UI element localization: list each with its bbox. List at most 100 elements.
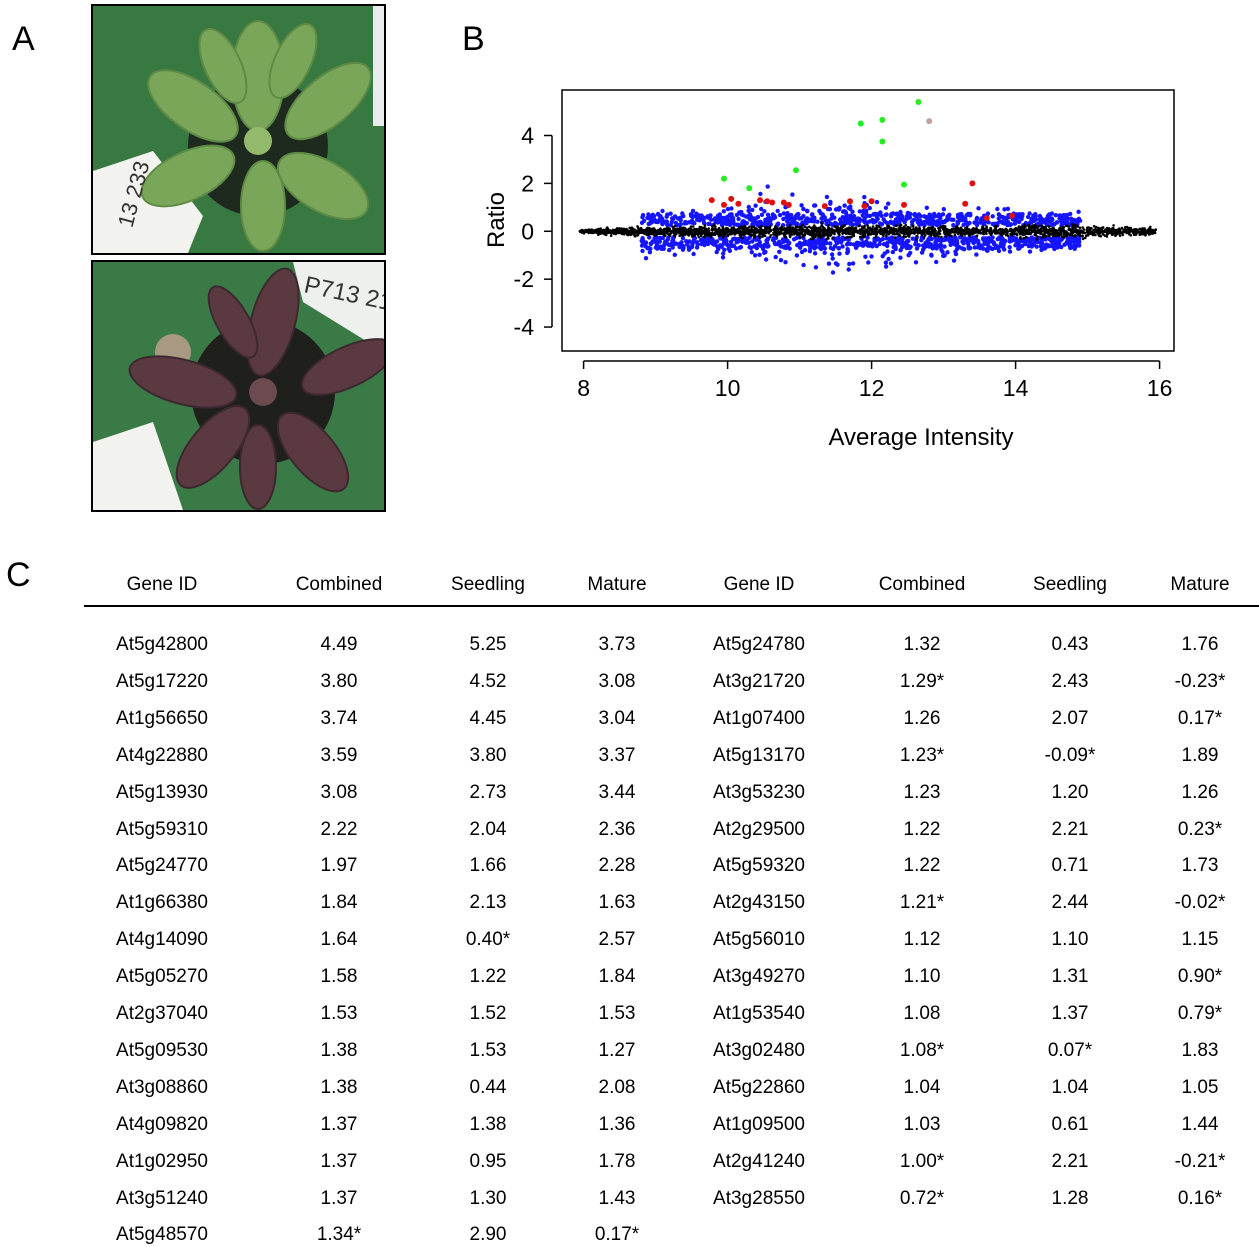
blue-point [1068, 239, 1073, 245]
table-cell: -0.02* [1174, 892, 1226, 914]
black-point [1149, 225, 1152, 229]
blue-point [895, 212, 901, 217]
blue-point [976, 206, 981, 211]
black-point [753, 229, 756, 233]
black-point [1021, 233, 1025, 237]
table-cell: 1.53 [598, 1003, 636, 1024]
blue-point [929, 253, 934, 258]
black-point [1127, 230, 1130, 233]
table-cell: 2.57 [598, 929, 636, 951]
black-point [1075, 224, 1078, 228]
gene-table: Gene ID Combined Seedling Mature Gene ID Comb… [0, 570, 1259, 1247]
blue-point [643, 256, 649, 261]
blue-point [827, 241, 833, 246]
blue-point [933, 245, 938, 250]
black-point [850, 236, 853, 239]
blue-point [727, 248, 733, 253]
black-point [1121, 233, 1125, 237]
black-point [852, 227, 855, 231]
black-point [889, 228, 893, 231]
blue-point [781, 211, 787, 216]
blue-point [986, 220, 991, 225]
blue-point [649, 216, 654, 221]
blue-point [1002, 207, 1007, 212]
red-point [821, 203, 828, 210]
black-point [1022, 227, 1025, 230]
table-cell: 0.72* [899, 1187, 945, 1209]
black-point [866, 224, 869, 227]
table-cell: 2.44 [1051, 892, 1089, 914]
black-point [642, 229, 645, 232]
black-point [862, 232, 865, 236]
black-point [906, 234, 910, 237]
black-point [803, 225, 807, 229]
black-point [992, 230, 996, 233]
black-point [846, 229, 850, 233]
blue-point [883, 264, 889, 269]
black-point [1144, 234, 1147, 237]
blue-point [1016, 246, 1021, 251]
photo-purple-rosette: P713 213 21 [91, 260, 386, 512]
black-point [801, 223, 804, 227]
black-point [926, 232, 929, 235]
black-point [600, 230, 603, 233]
black-point [659, 231, 662, 235]
blue-point [830, 270, 836, 275]
blue-point [915, 217, 921, 223]
black-point [737, 229, 741, 233]
black-point [1094, 225, 1098, 229]
blue-point [657, 239, 662, 244]
blue-point [864, 213, 870, 219]
blue-point [1000, 220, 1005, 225]
black-point [750, 225, 754, 229]
blue-point [934, 239, 939, 244]
blue-point [785, 243, 790, 248]
green-point [857, 120, 864, 127]
black-point [703, 227, 707, 230]
table-cell: 1.04 [1051, 1076, 1089, 1098]
x-axis: 8 10 12 14 16 [577, 360, 1173, 401]
table-cell: 1.26 [1181, 781, 1219, 803]
black-point [1017, 230, 1021, 234]
black-point [875, 224, 878, 227]
black-point [749, 229, 752, 233]
blue-point [820, 212, 825, 217]
black-point [1010, 233, 1013, 237]
x-axis-label: Average Intensity [828, 424, 1013, 451]
black-point [1097, 228, 1100, 232]
black-point [630, 230, 633, 234]
green-point [721, 175, 727, 182]
black-point [793, 229, 797, 232]
blue-point [731, 243, 736, 248]
table-cell: 1.43 [598, 1187, 636, 1209]
blue-point [892, 239, 897, 244]
table-cell: 1.37 [320, 1150, 358, 1172]
blue-point [964, 212, 969, 218]
blue-point [822, 250, 827, 255]
blue-point [763, 249, 768, 255]
black-point [1073, 229, 1077, 233]
black-point [1004, 229, 1007, 232]
x-tick-label: 16 [1147, 375, 1173, 401]
blue-point [777, 239, 782, 244]
black-point [784, 235, 788, 239]
black-point [953, 229, 957, 233]
table-cell: 1.28 [1051, 1187, 1089, 1209]
black-point [1043, 228, 1046, 231]
x-tick-label: 12 [859, 375, 885, 401]
black-point [737, 226, 741, 229]
table-cell: 3.80 [469, 744, 507, 766]
blue-point [695, 216, 700, 222]
blue-point [793, 213, 799, 219]
table-cell: At5g42800 [116, 634, 208, 655]
table-cell: 1.36 [598, 1113, 636, 1135]
blue-point [845, 250, 850, 256]
table-cell: 1.83 [1181, 1039, 1219, 1061]
blue-point [1029, 217, 1034, 222]
black-point [824, 228, 828, 232]
black-point [713, 223, 716, 226]
black-point [1098, 231, 1102, 235]
black-point [857, 224, 861, 228]
black-point [1058, 230, 1062, 234]
black-point [814, 235, 817, 239]
